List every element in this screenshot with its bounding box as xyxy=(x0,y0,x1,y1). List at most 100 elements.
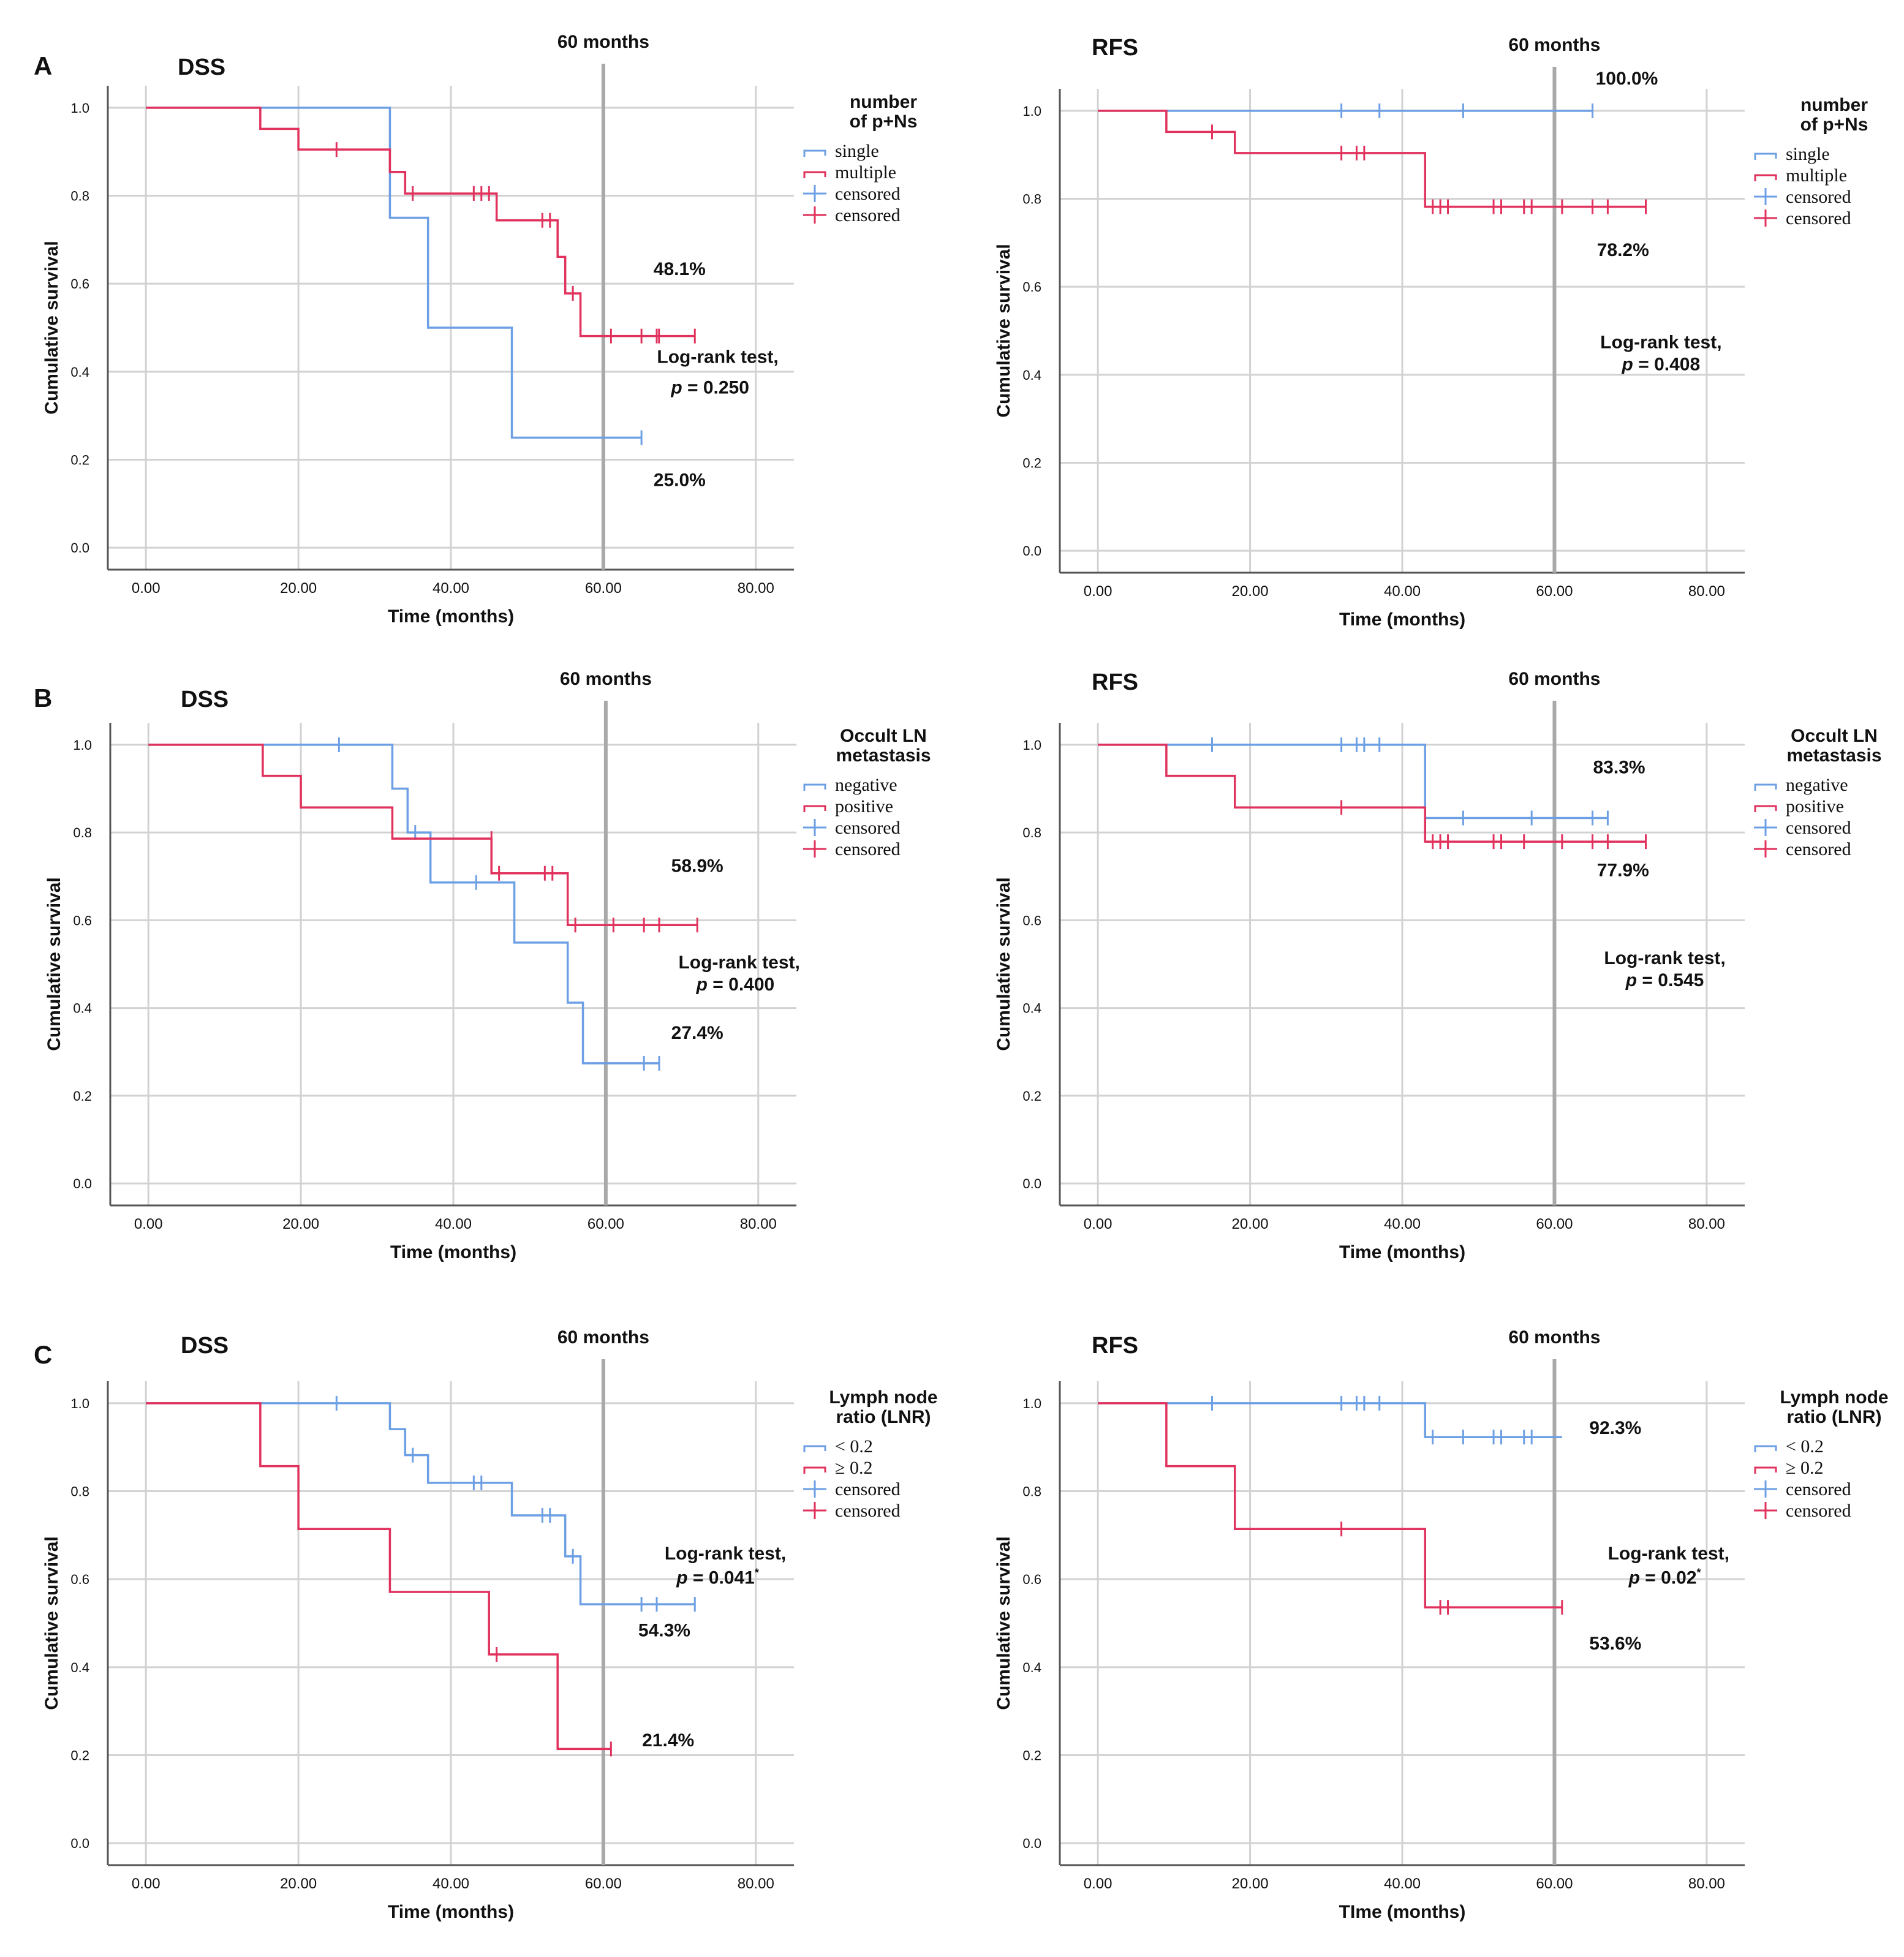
x-tick-label: 40.00 xyxy=(433,1876,469,1892)
p-symbol: p xyxy=(696,975,708,995)
legend-item-label: censored xyxy=(1786,1501,1851,1521)
annotation: 92.3% xyxy=(1589,1418,1641,1438)
y-axis-title: Cumulative survival xyxy=(994,244,1014,417)
x-tick-label: 80.00 xyxy=(1688,1216,1725,1232)
y-tick-label: 0.6 xyxy=(1022,1572,1041,1587)
chart-panel-c-rfs: 0.00 20.00 40.00 60.00 80.00 0.0 0.2 0.4 0.6 0.8 1… xyxy=(994,1327,1889,1922)
legend-title-line-2: ratio (LNR) xyxy=(836,1407,931,1427)
x-tick-label: 80.00 xyxy=(738,580,774,597)
annotation: 58.9% xyxy=(671,856,723,877)
survival-curve--0-2 xyxy=(1098,1402,1562,1438)
annotation: 77.9% xyxy=(1597,861,1649,881)
legend: Occult LNmetastasisnegativepositivecenso… xyxy=(1754,726,1882,859)
x-tick-label: 60.00 xyxy=(1536,1876,1573,1892)
x-tick-label: 20.00 xyxy=(282,1216,319,1232)
y-tick-label: 0.6 xyxy=(1022,913,1041,928)
annotation: 54.3% xyxy=(638,1621,690,1641)
y-tick-label: 0.2 xyxy=(1022,1748,1041,1763)
x-axis-title: Time (months) xyxy=(388,606,514,627)
annotation: 48.1% xyxy=(654,259,706,279)
y-tick-label: 0.6 xyxy=(70,1572,89,1587)
x-tick-label: 60.00 xyxy=(585,580,622,597)
x-tick-label: 0.00 xyxy=(1084,583,1113,600)
y-axis-title: Cumulative survival xyxy=(42,1536,62,1710)
y-tick-label: 0.2 xyxy=(73,1088,92,1104)
x-tick-label: 60.00 xyxy=(587,1216,624,1232)
annotation-text: Log-rank test, xyxy=(1604,948,1725,968)
legend-title-line-2: metastasis xyxy=(1786,745,1881,766)
legend-item-label: single xyxy=(835,141,879,161)
legend-title-line-2: ratio (LNR) xyxy=(1787,1407,1882,1427)
y-tick-label: 0.2 xyxy=(1022,455,1041,470)
y-tick-label: 0.8 xyxy=(70,189,89,204)
x-tick-label: 60.00 xyxy=(585,1876,622,1892)
chart-panel-c-dss: 0.00 20.00 40.00 60.00 80.00 0.0 0.2 0.4 0.6 0.8 1… xyxy=(34,1327,938,1922)
y-tick-label: 0.4 xyxy=(73,1001,92,1016)
annotation: p = 0.250 xyxy=(670,378,749,398)
y-axis-title: Cumulative survival xyxy=(994,1536,1014,1710)
survival-curve-positive xyxy=(148,744,698,926)
annotation-text: 78.2% xyxy=(1597,240,1649,260)
annotation: p = 0.545 xyxy=(1625,970,1704,990)
annotation: p = 0.408 xyxy=(1622,355,1701,375)
annotation-text: 92.3% xyxy=(1589,1418,1641,1438)
annotation-text: Log-rank test, xyxy=(1600,333,1721,353)
y-tick-label: 1.0 xyxy=(70,100,89,116)
legend-item-label: multiple xyxy=(835,162,896,183)
x-tick-label: 40.00 xyxy=(1384,583,1421,600)
legend-swatch-line xyxy=(803,805,826,812)
legend-item-label: censored xyxy=(835,205,901,225)
x-tick-label: 20.00 xyxy=(280,1876,317,1892)
annotation: p = 0.400 xyxy=(696,975,775,995)
survival-curve--0-2 xyxy=(1098,1402,1562,1608)
x-tick-label: 0.00 xyxy=(134,1216,163,1232)
legend-item-label: censored xyxy=(835,1479,901,1499)
legend-item-label: negative xyxy=(835,775,897,795)
p-symbol: p xyxy=(1622,355,1633,375)
legend-item-label: positive xyxy=(835,796,893,816)
legend-item-label: < 0.2 xyxy=(835,1436,873,1457)
annotation: 27.4% xyxy=(671,1023,723,1043)
y-tick-label: 0.4 xyxy=(70,1660,89,1675)
annotation: 53.6% xyxy=(1589,1634,1641,1654)
legend-item-label: censored xyxy=(1786,818,1851,838)
chart-title: RFS xyxy=(1092,35,1138,61)
legend-swatch-line xyxy=(1754,1445,1777,1452)
y-tick-label: 0.4 xyxy=(1022,1660,1041,1675)
y-tick-label: 0.6 xyxy=(1022,279,1041,295)
y-tick-label: 0.8 xyxy=(1022,825,1041,840)
survival-curve-multiple xyxy=(1098,110,1646,208)
annotation-text: 54.3% xyxy=(638,1621,690,1641)
annotation-text: = 0.02 xyxy=(1640,1567,1697,1588)
annotation-text: 25.0% xyxy=(654,470,706,491)
legend-title-line-1: Lymph node xyxy=(829,1387,937,1408)
reference-line-label: 60 months xyxy=(557,1327,649,1348)
p-symbol: p xyxy=(1628,1567,1640,1588)
legend-title-line-1: Lymph node xyxy=(1780,1387,1888,1408)
x-tick-label: 80.00 xyxy=(1688,1876,1725,1892)
x-tick-label: 20.00 xyxy=(1232,1876,1269,1892)
y-tick-label: 0.0 xyxy=(70,1836,89,1851)
legend-item-label: negative xyxy=(1786,775,1848,795)
panel-letter: C xyxy=(34,1340,52,1369)
legend-swatch-line xyxy=(803,783,826,791)
annotation: 100.0% xyxy=(1596,69,1658,89)
annotation-text: Log-rank test, xyxy=(1608,1544,1729,1564)
x-tick-label: 80.00 xyxy=(738,1876,774,1892)
survival-curve-negative xyxy=(1098,744,1608,820)
annotation: Log-rank test, xyxy=(665,1544,786,1564)
chart-panel-a-rfs: 0.00 20.00 40.00 60.00 80.00 0.0 0.2 0.4 0.6 0.8 1… xyxy=(994,35,1868,630)
annotation: Log-rank test, xyxy=(678,952,799,973)
y-axis-title: Cumulative survival xyxy=(42,241,62,414)
chart-title: RFS xyxy=(1092,669,1138,695)
y-tick-label: 0.2 xyxy=(1022,1088,1041,1104)
y-tick-label: 0.6 xyxy=(73,913,92,928)
x-axis-title: Time (months) xyxy=(390,1242,516,1262)
reference-line-label: 60 months xyxy=(1508,669,1600,689)
x-tick-label: 40.00 xyxy=(1384,1876,1421,1892)
panel-letter: A xyxy=(34,51,52,80)
legend-title-line-1: Occult LN xyxy=(840,726,927,746)
survival-curve-multiple xyxy=(146,107,695,337)
legend-item-label: censored xyxy=(1786,839,1851,859)
